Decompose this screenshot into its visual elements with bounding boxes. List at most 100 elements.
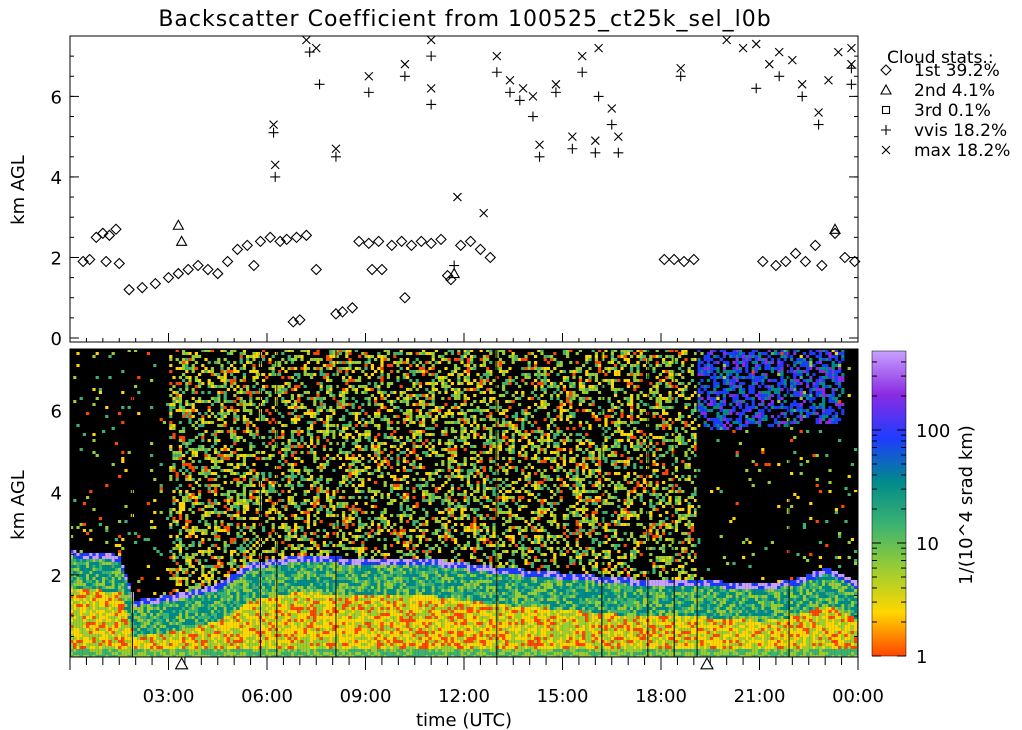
diamond-point bbox=[264, 231, 277, 244]
diamond-point bbox=[231, 243, 244, 256]
diamond-point bbox=[366, 263, 378, 276]
cross-point bbox=[577, 51, 587, 61]
cross-point bbox=[613, 132, 623, 142]
plus-point bbox=[613, 147, 624, 158]
diamond-point bbox=[300, 229, 313, 242]
plus-legend-icon bbox=[881, 125, 891, 135]
cross-point bbox=[505, 75, 515, 85]
plus-point bbox=[534, 151, 545, 162]
cross-point bbox=[400, 59, 410, 69]
cross-point bbox=[364, 71, 374, 81]
cross-point bbox=[797, 79, 807, 89]
cross-point bbox=[594, 43, 604, 53]
plus-point bbox=[270, 171, 281, 182]
triangle-marker bbox=[174, 656, 189, 670]
cross-point bbox=[535, 140, 544, 150]
diamond-point bbox=[330, 308, 342, 320]
diamond-point bbox=[113, 257, 126, 270]
cross-point bbox=[607, 104, 617, 113]
y-tick-label: 6 bbox=[51, 402, 62, 423]
legend-entry: 3rd 0.1% bbox=[914, 101, 991, 121]
plus-point bbox=[304, 47, 315, 58]
legend-entry: 1st 39.2% bbox=[914, 61, 1000, 81]
cross-point bbox=[426, 83, 436, 93]
colorbar-ticks: 1 10 100 bbox=[872, 361, 950, 668]
x-tick-label: 00:00 bbox=[832, 686, 884, 707]
x-tick-label: 03:00 bbox=[143, 686, 195, 707]
diamond-point bbox=[100, 255, 112, 268]
diamond-point bbox=[395, 235, 408, 248]
plus-point bbox=[675, 71, 686, 82]
time-markers bbox=[174, 656, 714, 670]
plus-point bbox=[550, 87, 561, 98]
diamond-point bbox=[346, 302, 359, 314]
cross-point bbox=[824, 75, 833, 85]
plus-point bbox=[577, 67, 588, 78]
diamond-point bbox=[182, 263, 194, 276]
colorbar-tick-label: 10 bbox=[916, 534, 939, 555]
diamond-point bbox=[280, 233, 293, 246]
diamond-legend-icon bbox=[880, 64, 892, 76]
bottom-y-axis: 2 4 6 bbox=[51, 348, 858, 637]
y-tick-label: 2 bbox=[51, 566, 62, 587]
diamond-point bbox=[839, 251, 851, 264]
diamond-point bbox=[757, 255, 769, 268]
diamond-point bbox=[97, 227, 109, 240]
cross-point bbox=[774, 47, 784, 57]
diamond-point bbox=[353, 235, 365, 248]
cross-point bbox=[847, 59, 856, 69]
plus-point bbox=[399, 71, 410, 82]
diamond-point bbox=[848, 255, 861, 268]
colorbar-tick-label: 1 bbox=[916, 647, 927, 668]
legend-entry: max 18.2% bbox=[914, 141, 1010, 161]
plus-point bbox=[504, 87, 515, 98]
cross-point bbox=[453, 192, 462, 202]
triangle-point bbox=[172, 219, 185, 230]
plus-point bbox=[606, 119, 617, 130]
colorbar-ramp bbox=[871, 350, 907, 657]
plus-point bbox=[846, 79, 857, 90]
cross-point bbox=[751, 39, 761, 49]
diamond-point bbox=[363, 237, 375, 250]
top-y-axis: 0 2 4 6 bbox=[51, 35, 858, 350]
backscatter-panel: 2 4 6 km AGL 03:00 06:00 09:00 12:00 15:00 18:0… bbox=[8, 348, 884, 730]
x-tick-label: 06:00 bbox=[241, 686, 293, 707]
cross-point bbox=[847, 43, 856, 53]
legend-entry: 2nd 4.1% bbox=[914, 81, 995, 101]
plus-point bbox=[268, 127, 279, 138]
plus-point bbox=[314, 79, 325, 90]
cross-point bbox=[270, 160, 280, 170]
diamond-point bbox=[103, 229, 116, 242]
plus-point bbox=[514, 95, 525, 106]
y-tick-label: 6 bbox=[51, 87, 62, 108]
diamond-point bbox=[415, 235, 428, 248]
diamond-point bbox=[172, 267, 185, 280]
diamond-point bbox=[464, 235, 477, 248]
bottom-y-axis-label: km AGL bbox=[8, 470, 29, 540]
triangle-legend-icon bbox=[880, 83, 892, 95]
diamond-point bbox=[474, 243, 487, 256]
diamond-point bbox=[658, 253, 671, 266]
diamond-point bbox=[779, 255, 792, 268]
plus-point bbox=[491, 67, 502, 78]
square-legend-icon bbox=[881, 105, 891, 115]
plus-point bbox=[567, 143, 578, 154]
cross-point bbox=[302, 35, 311, 45]
cross-point bbox=[479, 208, 489, 218]
diamond-point bbox=[688, 253, 700, 266]
legend-entry: vvis 18.2% bbox=[914, 121, 1007, 141]
cloud-base-panel: 0 2 4 6 km AGL bbox=[8, 35, 861, 350]
colorbar: 1 10 100 1/(10^4 srad km) bbox=[871, 350, 977, 668]
cross-point bbox=[676, 63, 686, 73]
cross-point bbox=[492, 51, 502, 61]
top-plot-frame bbox=[69, 35, 859, 343]
diamond-point bbox=[274, 235, 286, 248]
top-y-axis-label: km AGL bbox=[8, 155, 29, 225]
cross-point bbox=[590, 136, 600, 146]
triangle-point bbox=[829, 223, 841, 234]
diamond-point bbox=[287, 316, 300, 328]
diamond-point bbox=[385, 239, 398, 252]
diamond-point bbox=[290, 231, 303, 244]
chart-title: Backscatter Coefficient from 100525_ct25… bbox=[158, 7, 771, 32]
legend-title: Cloud stats.: bbox=[887, 48, 994, 68]
